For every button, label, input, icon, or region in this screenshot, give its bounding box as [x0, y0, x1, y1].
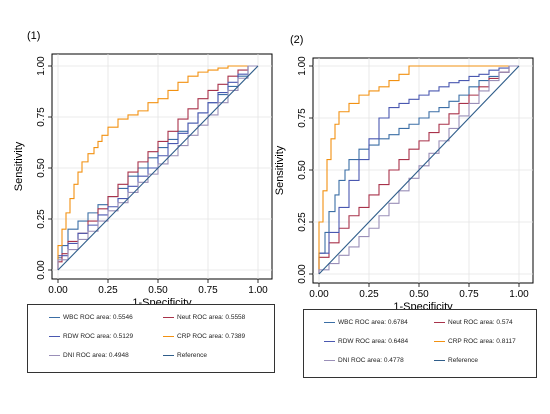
legend-label: Reference: [448, 357, 478, 364]
x-tick-label: 0.75: [198, 285, 218, 296]
legend-swatch: [434, 322, 445, 323]
series-line-1-6: [57, 65, 259, 271]
y-tick-label: 0.50: [36, 158, 47, 178]
legend-swatch: [324, 341, 335, 342]
series-line-1-4: [57, 65, 258, 270]
plot-frame-1: [51, 53, 273, 280]
legend-1-item: Neut ROC area: 0.5558: [163, 314, 245, 321]
legend-2-item: RDW ROC area: 0.6484: [324, 338, 408, 345]
legend-swatch: [324, 360, 335, 361]
x-tick-label: 0.25: [98, 285, 118, 296]
legend-1-item: CRP ROC area: 0.7389: [163, 333, 245, 340]
legend-label: Neut ROC area: 0.574: [448, 319, 513, 326]
y-axis-label: Sensitivity: [274, 145, 286, 195]
legend-2-item: Neut ROC area: 0.574: [434, 319, 513, 326]
series-line-2-5: [318, 65, 519, 274]
series-line-2-1: [318, 65, 519, 274]
legend-1-item: WBC ROC area: 0.5546: [49, 314, 133, 321]
x-tick-label: 0.00: [48, 285, 68, 296]
legend-1-item: Reference: [163, 352, 207, 359]
x-tick-label: 1.00: [248, 285, 268, 296]
x-tick-label: 1.00: [509, 289, 529, 300]
legend-label: WBC ROC area: 0.6784: [338, 319, 408, 326]
legend-swatch: [163, 355, 174, 356]
legend-label: CRP ROC area: 0.7389: [177, 333, 246, 340]
y-tick-label: 0.75: [297, 108, 308, 128]
y-tick-label: 0.75: [36, 107, 47, 127]
y-tick-label: 1.00: [36, 56, 47, 76]
series-line-2-6: [318, 65, 520, 275]
legend-swatch: [49, 355, 60, 356]
legend-label: Neut ROC area: 0.5558: [177, 314, 246, 321]
legend-swatch: [163, 317, 174, 318]
legend-1-item: RDW ROC area: 0.5129: [49, 333, 133, 340]
x-tick-label: 0.00: [309, 289, 329, 300]
legend-label: RDW ROC area: 0.5129: [63, 333, 134, 340]
x-tick-label: 0.50: [148, 285, 168, 296]
legend-1-item: DNI ROC area: 0.4948: [49, 352, 129, 359]
y-tick-label: 0.00: [297, 264, 308, 284]
panel-2-label: (2): [290, 34, 304, 46]
legend-2: WBC ROC area: 0.6784 Neut ROC area: 0.57…: [303, 309, 537, 378]
y-tick-label: 0.25: [36, 209, 47, 229]
x-tick-label: 0.25: [359, 289, 379, 300]
y-tick-label: 1.00: [297, 56, 308, 76]
legend-label: RDW ROC area: 0.6484: [338, 338, 409, 345]
legend-2-item: Reference: [434, 357, 478, 364]
legend-swatch: [49, 317, 60, 318]
legend-label: DNI ROC area: 0.4948: [63, 352, 129, 359]
legend-swatch: [434, 341, 445, 342]
legend-swatch: [163, 336, 174, 337]
legend-label: WBC ROC area: 0.5546: [63, 314, 133, 321]
series-line-2-4: [318, 65, 519, 274]
legend-2-item: CRP ROC area: 0.8117: [434, 338, 516, 345]
legend-swatch: [49, 336, 60, 337]
legend-2-item: WBC ROC area: 0.6784: [324, 319, 408, 326]
y-tick-label: 0.50: [297, 160, 308, 180]
legend-label: Reference: [177, 352, 207, 359]
legend-label: DNI ROC area: 0.4778: [338, 357, 404, 364]
y-axis-label: Sensitivity: [13, 141, 25, 191]
x-tick-label: 0.75: [459, 289, 479, 300]
panel-1-label: (1): [27, 30, 41, 42]
legend-swatch: [434, 360, 445, 361]
legend-1: WBC ROC area: 0.5546 Neut ROC area: 0.55…: [27, 304, 275, 373]
legend-label: CRP ROC area: 0.8117: [448, 338, 516, 345]
series-line-2-2: [318, 65, 519, 274]
legend-swatch: [324, 322, 335, 323]
series-line-2-3: [318, 65, 519, 274]
x-tick-label: 0.50: [409, 289, 429, 300]
y-tick-label: 0.00: [36, 260, 47, 280]
y-tick-label: 0.25: [297, 212, 308, 232]
legend-2-item: DNI ROC area: 0.4778: [324, 357, 404, 364]
